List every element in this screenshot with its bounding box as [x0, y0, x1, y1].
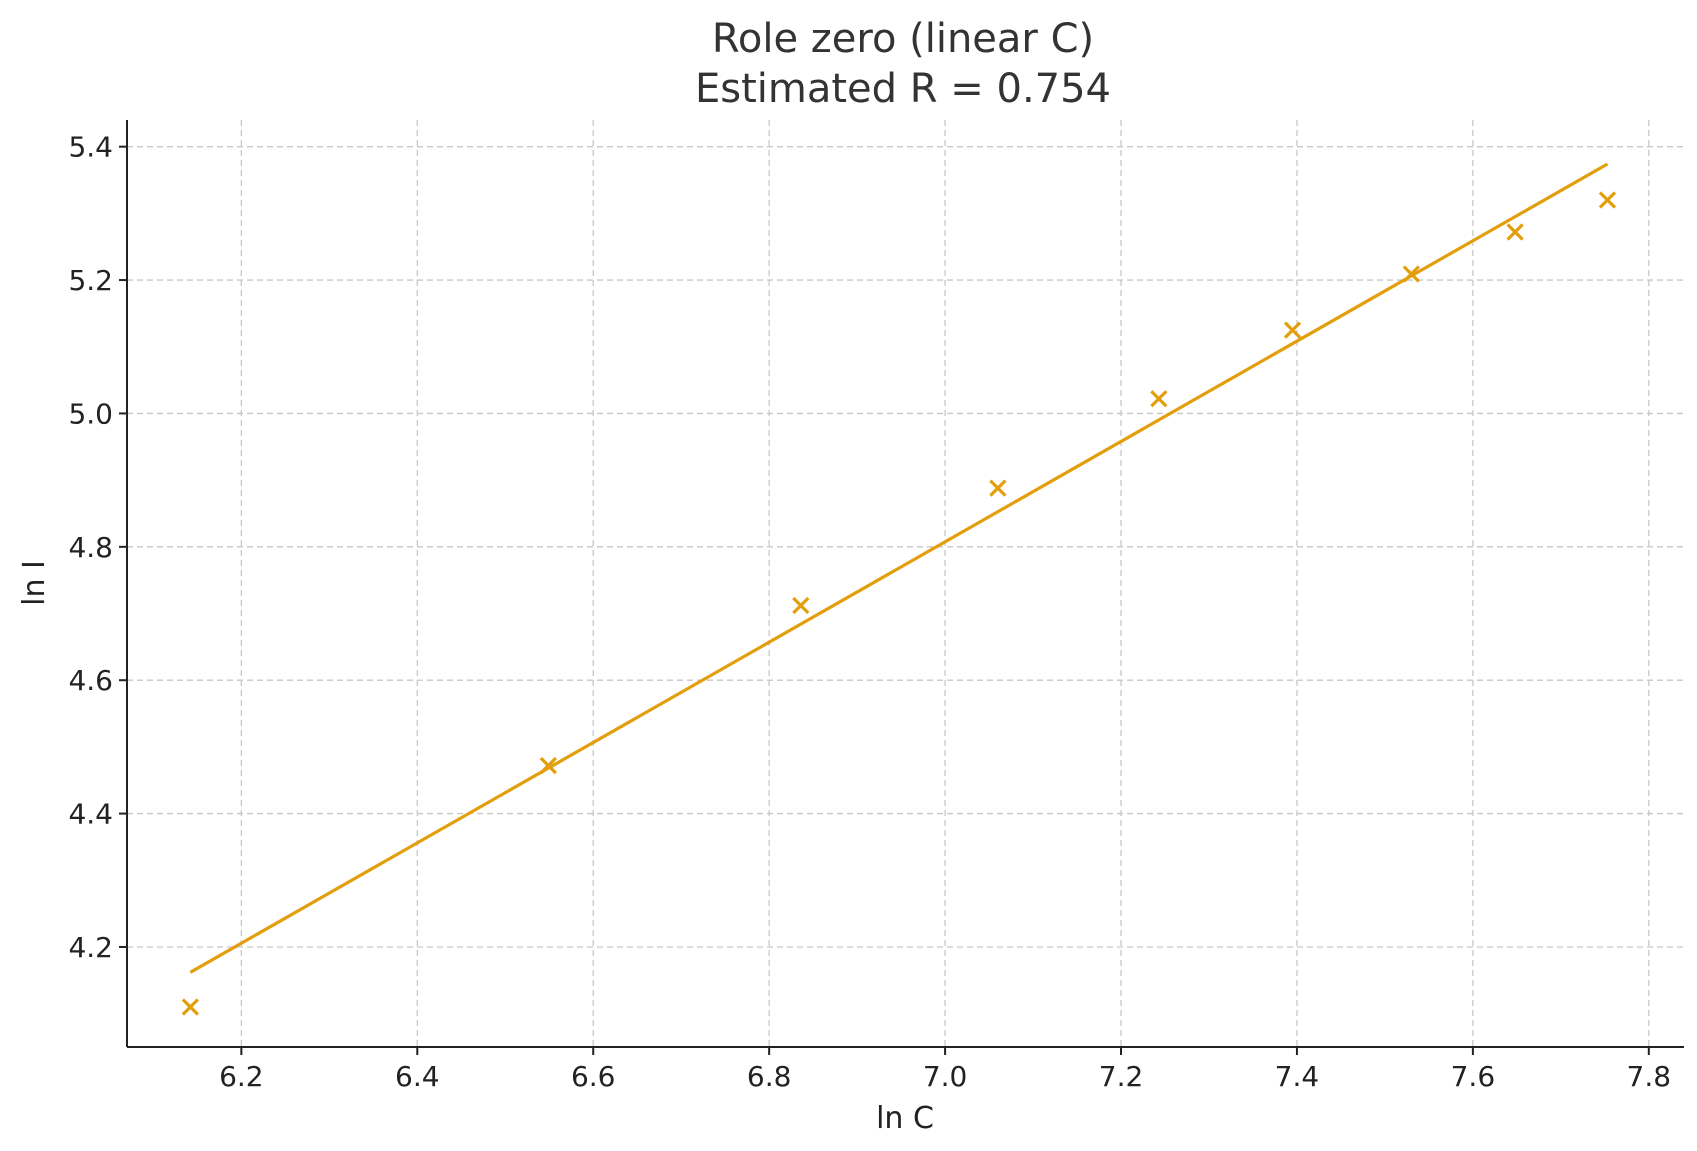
marker-stroke [1150, 390, 1168, 408]
x-tick-label: 6.6 [571, 1060, 616, 1093]
x-tick-label: 6.8 [747, 1060, 792, 1093]
x-tick-label: 7.4 [1275, 1060, 1320, 1093]
data-point-marker [1598, 191, 1617, 209]
axes-layer [126, 120, 1684, 1048]
y-tick-label: 5.0 [68, 397, 113, 430]
data-point-marker [792, 596, 810, 615]
y-tick-label: 4.6 [68, 664, 113, 697]
x-tick-label: 7.8 [1627, 1060, 1672, 1093]
tick-layer: 6.2 6.4 6.6 6.8 7.0 7.2 7.4 7.6 7.8 4.2 4.4 4.6 4.8 5… [68, 131, 1671, 1093]
data-point-marker [181, 998, 199, 1016]
marker-stroke [1283, 321, 1302, 339]
data-point-marker [1283, 321, 1302, 339]
data-point-marker [1150, 390, 1168, 408]
x-tick-label: 7.0 [923, 1060, 968, 1093]
marker-stroke [181, 998, 199, 1016]
y-tick-label: 5.2 [68, 264, 113, 297]
marker-stroke [989, 479, 1007, 497]
x-axis-label: ln C [876, 1101, 934, 1136]
y-tick-label: 4.2 [68, 931, 113, 964]
series-layer [181, 162, 1617, 1016]
marker-stroke [1506, 223, 1524, 241]
y-tick-label: 5.4 [68, 131, 113, 164]
chart-subtitle: Estimated R = 0.754 [695, 66, 1111, 112]
data-point-marker [989, 479, 1007, 497]
x-tick-label: 7.2 [1099, 1060, 1144, 1093]
marker-stroke [792, 596, 810, 615]
marker-stroke [1598, 191, 1617, 209]
y-axis-label: ln I [17, 560, 52, 606]
grid-layer [127, 120, 1684, 1047]
x-tick-label: 6.4 [395, 1060, 440, 1093]
x-tick-label: 7.6 [1451, 1060, 1496, 1093]
x-tick-label: 6.2 [219, 1060, 264, 1093]
fit-line [189, 162, 1609, 974]
y-tick-label: 4.8 [68, 531, 113, 564]
chart-title: Role zero (linear C) [712, 16, 1094, 62]
y-tick-label: 4.4 [68, 798, 113, 831]
data-point-marker [1506, 223, 1524, 241]
